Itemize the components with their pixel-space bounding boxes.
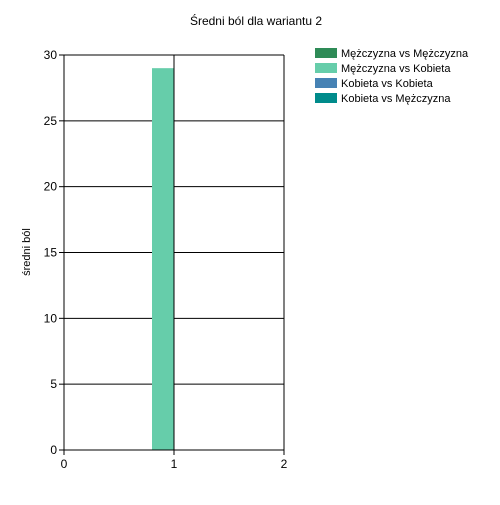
y-tick-label-5: 25 <box>44 114 58 128</box>
y-tick-label-2: 10 <box>44 311 58 325</box>
y-tick-label-6: 30 <box>44 48 58 62</box>
legend-swatch-2 <box>315 63 337 73</box>
legend-swatch-1 <box>315 48 337 58</box>
axes <box>59 54 285 455</box>
x-tick-label-2: 2 <box>281 457 288 471</box>
y-tick-labels: 0 5 10 15 20 25 30 <box>44 48 58 457</box>
legend-swatch-4 <box>315 93 337 103</box>
x-tick-label-1: 1 <box>171 457 178 471</box>
legend-label-1: Mężczyzna vs Mężczyzna <box>341 48 469 60</box>
x-tick-labels: 0 1 2 <box>61 457 288 471</box>
bars <box>152 55 175 451</box>
bar-2-1 <box>152 68 174 451</box>
legend-label-4: Kobieta vs Mężczyzna <box>341 93 451 105</box>
legend-label-3: Kobieta vs Kobieta <box>341 78 434 90</box>
x-tick-label-0: 0 <box>61 457 68 471</box>
chart-title: Średni ból dla wariantu 2 <box>190 13 322 28</box>
y-tick-label-1: 5 <box>50 377 57 391</box>
y-tick-label-4: 20 <box>44 180 58 194</box>
y-tick-label-0: 0 <box>50 443 57 457</box>
y-tick-label-3: 15 <box>44 246 58 260</box>
legend-swatch-3 <box>315 78 337 88</box>
legend-label-2: Mężczyzna vs Kobieta <box>341 63 451 75</box>
y-axis-label: średni ból <box>21 228 33 276</box>
legend: Mężczyzna vs Mężczyzna Mężczyzna vs Kobie… <box>315 48 469 105</box>
